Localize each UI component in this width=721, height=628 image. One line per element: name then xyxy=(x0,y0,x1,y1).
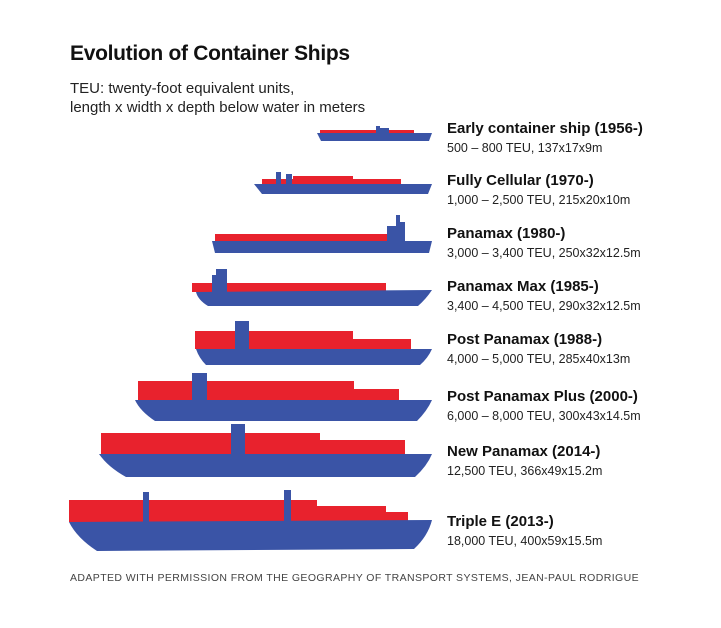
hull xyxy=(135,400,432,421)
page-title: Evolution of Container Ships xyxy=(70,42,350,65)
ship-early-container xyxy=(317,126,432,141)
ship-post-panamax-plus xyxy=(135,373,432,421)
ship-triple-e xyxy=(69,490,432,551)
hull xyxy=(196,290,432,306)
superstructure xyxy=(192,373,207,400)
hull xyxy=(99,454,432,477)
ship-spec: 4,000 – 5,000 TEU, 285x40x13m xyxy=(447,352,631,366)
superstructure xyxy=(143,492,149,522)
container-stack xyxy=(291,500,317,522)
source-credit: ADAPTED WITH PERMISSION FROM THE GEOGRAP… xyxy=(70,572,639,584)
ship-name: Triple E (2013-) xyxy=(447,513,554,530)
ship-spec: 3,400 – 4,500 TEU, 290x32x12.5m xyxy=(447,299,641,313)
container-stack xyxy=(320,440,405,454)
ship-name: Fully Cellular (1970-) xyxy=(447,172,594,189)
ship-label-triple-e: Triple E (2013-) 18,000 TEU, 400x59x15.5… xyxy=(447,513,602,550)
container-stack xyxy=(386,512,408,522)
superstructure xyxy=(231,424,245,454)
superstructure xyxy=(286,174,292,187)
ship-name: Panamax Max (1985-) xyxy=(447,278,599,295)
ship-label-panamax: Panamax (1980-) 3,000 – 3,400 TEU, 250x3… xyxy=(447,225,641,262)
ship-panamax-max xyxy=(192,269,432,306)
ship-label-post-panamax-plus: Post Panamax Plus (2000-) 6,000 – 8,000 … xyxy=(447,388,641,425)
ship-spec: 12,500 TEU, 366x49x15.2m xyxy=(447,464,603,478)
ship-name: Early container ship (1956-) xyxy=(447,120,643,137)
superstructure xyxy=(380,128,389,135)
ship-name: Post Panamax (1988-) xyxy=(447,331,603,348)
ship-spec: 500 – 800 TEU, 137x17x9m xyxy=(447,141,603,155)
subtitle: TEU: twenty-foot equivalent units, lengt… xyxy=(70,79,365,117)
subtitle-line-1: TEU: twenty-foot equivalent units, xyxy=(70,80,295,97)
ship-label-early-container: Early container ship (1956-) 500 – 800 T… xyxy=(447,120,643,157)
superstructure xyxy=(216,269,227,292)
ship-fully-cellular xyxy=(254,172,432,194)
hull xyxy=(254,184,432,194)
container-stack xyxy=(320,130,414,135)
container-stack xyxy=(317,506,386,522)
ship-name: New Panamax (2014-) xyxy=(447,443,601,460)
ship-panamax xyxy=(212,215,432,253)
container-stack xyxy=(138,381,192,400)
superstructure xyxy=(400,222,405,242)
ship-label-new-panamax: New Panamax (2014-) 12,500 TEU, 366x49x1… xyxy=(447,443,602,480)
subtitle-line-2: length x width x depth below water in me… xyxy=(70,99,366,116)
container-stack xyxy=(353,339,411,349)
hull xyxy=(212,241,432,253)
container-stack xyxy=(192,283,386,292)
ship-spec: 18,000 TEU, 400x59x15.5m xyxy=(447,534,603,548)
ship-post-panamax xyxy=(195,321,432,365)
container-stack xyxy=(245,433,320,454)
container-stack xyxy=(354,389,399,400)
ship-label-fully-cellular: Fully Cellular (1970-) 1,000 – 2,500 TEU… xyxy=(447,172,630,209)
ship-label-panamax-max: Panamax Max (1985-) 3,400 – 4,500 TEU, 2… xyxy=(447,278,641,315)
superstructure xyxy=(212,275,216,292)
superstructure xyxy=(276,172,281,187)
container-stack xyxy=(215,234,387,242)
ship-label-post-panamax: Post Panamax (1988-) 4,000 – 5,000 TEU, … xyxy=(447,331,630,368)
container-stack xyxy=(149,500,284,522)
container-stack xyxy=(195,331,235,349)
ship-new-panamax xyxy=(99,424,432,477)
superstructure xyxy=(396,215,400,242)
hull xyxy=(317,133,432,141)
container-stack xyxy=(69,500,143,522)
container-stack xyxy=(249,331,353,349)
container-stack xyxy=(101,433,231,454)
superstructure xyxy=(376,126,380,135)
container-stack xyxy=(207,381,354,400)
ship-spec: 3,000 – 3,400 TEU, 250x32x12.5m xyxy=(447,246,641,260)
ship-name: Panamax (1980-) xyxy=(447,225,566,242)
container-stack xyxy=(293,176,353,187)
superstructure xyxy=(235,321,249,349)
hull xyxy=(196,349,432,365)
ship-name: Post Panamax Plus (2000-) xyxy=(447,388,638,405)
superstructure xyxy=(284,490,291,522)
ship-spec: 6,000 – 8,000 TEU, 300x43x14.5m xyxy=(447,409,641,423)
hull xyxy=(69,520,432,551)
ship-spec: 1,000 – 2,500 TEU, 215x20x10m xyxy=(447,193,631,207)
